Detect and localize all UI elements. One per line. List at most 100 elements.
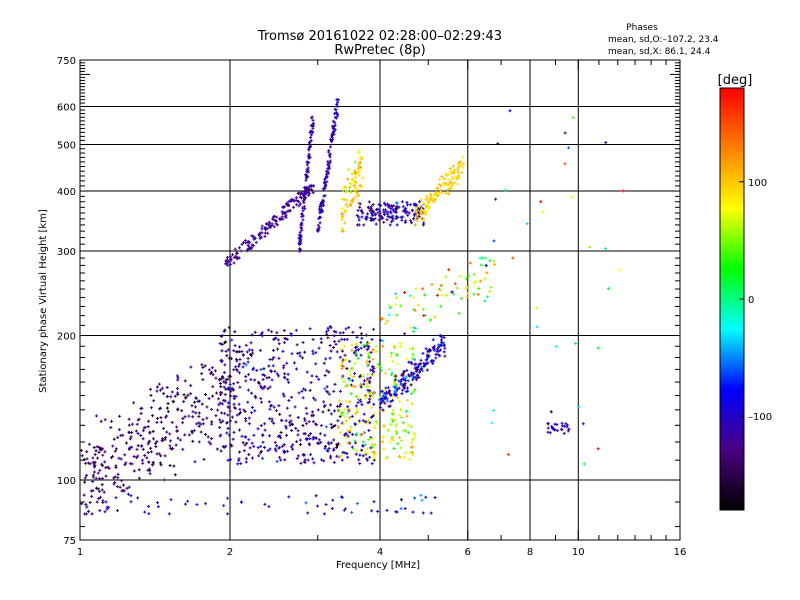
data-point-v	[164, 454, 166, 458]
data-point	[362, 412, 366, 416]
data-point-v	[125, 441, 127, 445]
data-point-v	[299, 351, 301, 355]
data-point	[374, 451, 378, 455]
data-point-v	[245, 238, 247, 242]
data-point	[232, 397, 236, 401]
data-point-v	[369, 421, 371, 425]
data-point	[298, 240, 302, 244]
data-point	[267, 220, 271, 224]
data-point-v	[349, 441, 351, 445]
data-point-v	[349, 369, 351, 373]
data-point-v	[323, 400, 325, 404]
data-point-v	[355, 348, 357, 352]
data-point-v	[99, 477, 101, 481]
data-point-v	[230, 374, 232, 378]
data-point-v	[426, 368, 428, 372]
data-point-v	[371, 462, 373, 466]
data-point	[292, 361, 296, 365]
data-point-v	[193, 429, 195, 433]
data-point-v	[368, 345, 370, 349]
data-point-v	[312, 189, 314, 193]
data-point-v	[260, 444, 262, 448]
data-point	[346, 441, 350, 445]
data-point	[312, 413, 316, 417]
data-point-v	[379, 395, 381, 399]
data-point-v	[312, 396, 314, 400]
data-point	[242, 449, 246, 453]
data-point	[309, 381, 313, 385]
data-point	[305, 163, 309, 167]
data-point-v	[360, 400, 362, 404]
data-point	[270, 403, 274, 407]
data-point	[302, 453, 306, 457]
data-point-v	[407, 379, 409, 383]
data-point	[99, 419, 103, 423]
data-point	[221, 419, 225, 423]
data-point	[338, 331, 342, 335]
data-point-v	[373, 327, 375, 331]
data-point	[175, 425, 179, 429]
data-point	[341, 411, 345, 415]
data-point	[404, 429, 408, 433]
data-point-v	[371, 368, 373, 372]
data-point-v	[302, 424, 304, 428]
data-point-v	[202, 378, 204, 382]
data-point	[339, 454, 343, 458]
data-point	[275, 215, 279, 219]
data-point	[358, 326, 362, 330]
data-point	[236, 462, 240, 466]
data-point-v	[102, 447, 104, 451]
data-point-v	[324, 373, 326, 377]
data-point-v	[397, 396, 399, 400]
data-point-v	[319, 203, 321, 207]
data-point	[355, 345, 359, 349]
data-point	[354, 452, 358, 456]
data-point-v	[328, 153, 330, 157]
data-point	[251, 368, 255, 372]
data-point	[232, 402, 236, 406]
data-point-v	[173, 400, 175, 404]
data-point-v	[239, 450, 241, 454]
data-point	[219, 433, 223, 437]
data-point-v	[266, 376, 268, 380]
data-point-v	[360, 353, 362, 357]
data-point-v	[367, 372, 369, 376]
data-point-v	[219, 434, 221, 438]
data-point	[383, 388, 387, 392]
data-point	[438, 354, 442, 358]
data-point-v	[97, 456, 99, 460]
data-point	[113, 449, 117, 453]
data-point-v	[248, 240, 250, 244]
data-point-v	[251, 348, 253, 352]
data-point-v	[419, 369, 421, 373]
data-point-v	[250, 352, 252, 356]
data-point-v	[128, 423, 130, 427]
data-point-v	[177, 392, 179, 396]
data-point-v	[360, 385, 362, 389]
data-point-v	[130, 435, 132, 439]
data-point	[149, 446, 153, 450]
data-point	[426, 355, 430, 359]
data-point	[407, 373, 411, 377]
data-point	[200, 363, 204, 367]
data-point	[373, 426, 377, 430]
data-point-v	[401, 378, 403, 382]
data-point-v	[105, 466, 107, 470]
data-point	[260, 231, 264, 235]
data-point-v	[394, 345, 396, 349]
data-point-v	[113, 476, 115, 480]
data-point	[411, 453, 415, 457]
data-point-v	[226, 431, 228, 435]
data-point	[321, 204, 325, 208]
data-point-v	[413, 376, 415, 380]
data-point	[343, 407, 347, 411]
data-point	[116, 472, 120, 476]
data-point-v	[161, 386, 163, 390]
data-point-v	[308, 187, 310, 191]
data-point	[310, 414, 314, 418]
data-point	[263, 422, 267, 426]
data-point-v	[121, 479, 123, 483]
data-point	[228, 409, 232, 413]
data-point	[319, 424, 323, 428]
data-point-v	[300, 461, 302, 465]
